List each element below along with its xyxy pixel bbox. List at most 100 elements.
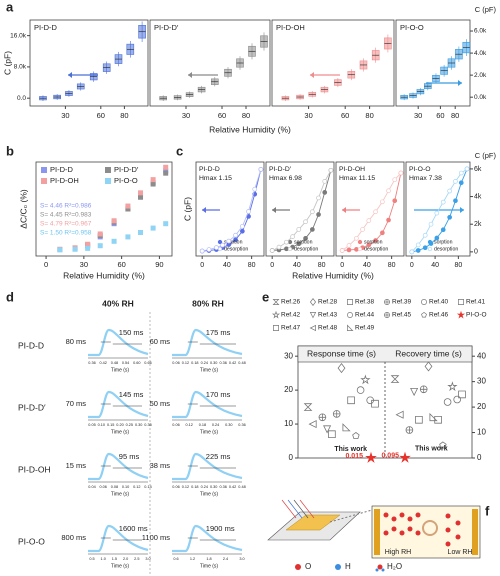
point — [233, 237, 238, 243]
point — [424, 361, 433, 372]
pulse — [88, 452, 149, 481]
point — [57, 247, 63, 253]
row-label: PI-D-D — [18, 340, 44, 350]
y2-tick-label: 4.0k — [474, 50, 487, 57]
point — [347, 396, 355, 405]
legend-label: Ref.41 — [466, 299, 486, 306]
series-line — [272, 170, 332, 251]
recovery-time: 225 ms — [206, 452, 231, 461]
time-tick-label: 0.42 — [229, 361, 236, 365]
response-time: 70 ms — [66, 399, 87, 408]
point — [443, 398, 452, 406]
point — [360, 227, 365, 232]
panel-title: PI-D-OH — [339, 166, 365, 173]
zoom-box — [371, 505, 481, 559]
y-tick-label: 20 — [284, 385, 293, 394]
legend-marker — [347, 312, 353, 318]
x-tick-label: 0 — [44, 260, 48, 269]
time-axis-label: Time (s) — [111, 563, 129, 569]
time-axis-label: Time (s) — [111, 491, 129, 497]
time-tick-label: 2.0 — [123, 557, 128, 561]
legend-swatch — [105, 167, 111, 173]
panel-label: d — [6, 289, 14, 304]
time-tick-label: 0.48 — [238, 361, 245, 365]
annotation: This work — [334, 446, 367, 453]
time-tick-label: 0.20 — [116, 423, 123, 427]
point — [415, 242, 421, 248]
plot-frame — [265, 161, 335, 257]
legend-marker — [421, 311, 427, 318]
panel-label: c — [176, 143, 183, 158]
series-header: Recovery time (s) — [395, 348, 462, 358]
point — [318, 413, 327, 422]
response-time: 50 ms — [150, 399, 171, 408]
series-line — [341, 172, 402, 251]
x-tick-label: 90 — [155, 260, 163, 269]
point — [398, 170, 404, 176]
air-flow — [287, 499, 303, 519]
water-o — [445, 541, 451, 547]
legend-label: sorption — [434, 239, 453, 245]
point — [332, 410, 341, 418]
y2-tick-label: 0 — [474, 249, 478, 256]
legend-marker — [217, 246, 223, 252]
legend-label: Ref.38 — [355, 299, 375, 306]
time-tick-label: 2.4 — [223, 557, 228, 561]
x-tick-label: 0 — [340, 262, 344, 269]
time-tick-label: 0.24 — [201, 361, 208, 365]
time-tick-label: 0.36 — [238, 423, 245, 427]
point — [111, 238, 117, 244]
time-tick-label: 0.36 — [219, 361, 226, 365]
x-tick-label: 0 — [200, 262, 204, 269]
value-label: 0.015 — [345, 453, 363, 460]
time-tick-label: 0.10 — [122, 485, 129, 489]
time-tick-label: 1.0 — [101, 557, 106, 561]
water-o — [445, 513, 451, 519]
x-tick-label: 40 — [363, 262, 371, 269]
water-o — [407, 526, 413, 532]
time-tick-label: 0.30 — [135, 423, 142, 427]
point — [380, 199, 385, 205]
legend-marker — [427, 239, 433, 245]
water-o — [399, 512, 405, 518]
point — [409, 249, 415, 255]
plot-frame — [335, 161, 405, 257]
point — [428, 221, 434, 227]
response-time: 1100 ms — [142, 533, 170, 542]
point — [415, 415, 423, 424]
point — [419, 385, 428, 394]
x-tick-label: 60 — [97, 111, 105, 120]
point — [111, 218, 117, 224]
point — [308, 420, 317, 429]
condition-label: Low RH — [448, 549, 473, 556]
response-time: 800 ms — [61, 533, 86, 542]
point — [453, 198, 458, 204]
point — [356, 386, 365, 394]
time-tick-label: 0.5 — [89, 557, 94, 561]
point — [163, 164, 169, 170]
point — [199, 248, 205, 254]
point — [303, 403, 313, 411]
arrow-head — [202, 207, 206, 213]
series-header: Response time (s) — [307, 348, 376, 358]
point — [447, 381, 458, 392]
series-line — [202, 169, 262, 252]
legend-marker — [309, 324, 316, 332]
point — [233, 232, 238, 238]
time-tick-label: 0.14 — [144, 485, 151, 489]
arrow-head — [68, 72, 72, 78]
legend-marker — [357, 246, 363, 252]
point — [138, 230, 144, 235]
time-tick-label: 0.35 — [144, 423, 151, 427]
air-flow — [281, 499, 297, 519]
response-time: 60 ms — [150, 337, 171, 346]
legend-label: Ref.47 — [281, 325, 301, 332]
annotation: S= 4.46 R²=0.986 — [40, 203, 92, 210]
x-tick-label: 80 — [120, 111, 128, 120]
legend-marker — [309, 312, 317, 319]
point — [322, 179, 328, 184]
point — [316, 195, 321, 201]
legend-atom — [375, 568, 379, 572]
point — [373, 209, 378, 215]
point — [214, 245, 219, 250]
